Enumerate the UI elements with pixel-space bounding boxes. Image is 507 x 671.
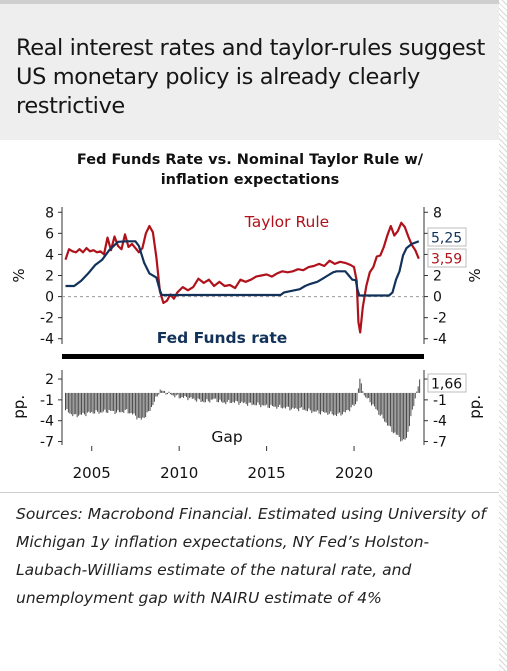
last-value-gap-box bbox=[427, 373, 467, 393]
gap-y-tick-label-left: -1 bbox=[40, 393, 54, 409]
panel-separator bbox=[62, 354, 424, 359]
y-tick-label-left: 2 bbox=[45, 269, 54, 285]
last-value-fed-funds-box bbox=[427, 227, 467, 247]
last-value-gap: 1,66 bbox=[431, 377, 462, 393]
y-axis-label-right: % bbox=[466, 268, 484, 282]
last-value-fed-funds: 5,25 bbox=[431, 231, 462, 247]
last-value-taylor-rule-box bbox=[427, 248, 467, 268]
hatch-border bbox=[499, 0, 507, 671]
chart-svg: Fed Funds Rate vs. Nominal Taylor Rule w… bbox=[10, 152, 484, 482]
y-tick-label-right: -2 bbox=[433, 311, 447, 327]
y-tick-label-left: 0 bbox=[45, 290, 54, 306]
y-tick-label-right: 2 bbox=[433, 269, 442, 285]
gap-y-axis-label-right: pp. bbox=[466, 395, 484, 419]
source-note: Sources: Macrobond Financial. Estimated … bbox=[16, 505, 486, 607]
gap-y-tick-label-left: -7 bbox=[40, 435, 54, 451]
y-tick-label-left: 8 bbox=[45, 205, 54, 221]
gap-y-tick-label-right: -7 bbox=[433, 435, 447, 451]
y-axis-label-left: % bbox=[10, 268, 28, 282]
gap-y-tick-label-left: 2 bbox=[45, 372, 54, 388]
gap-label: Gap bbox=[211, 428, 242, 446]
series-line-taylor-rule bbox=[64, 221, 420, 334]
divider bbox=[0, 492, 499, 493]
y-tick-label-right: 8 bbox=[433, 205, 442, 221]
y-tick-label-left: 6 bbox=[45, 226, 54, 242]
x-tick-label: 2010 bbox=[160, 464, 198, 482]
annotation-fed-funds: Fed Funds rate bbox=[157, 329, 288, 347]
x-tick-label: 2020 bbox=[335, 464, 373, 482]
gap-y-tick-label-right: -4 bbox=[433, 414, 447, 430]
y-tick-label-left: -4 bbox=[40, 332, 54, 348]
x-tick-label: 2015 bbox=[248, 464, 286, 482]
chart-title-line1: Fed Funds Rate vs. Nominal Taylor Rule w… bbox=[77, 152, 424, 168]
chart-area: Fed Funds Rate vs. Nominal Taylor Rule w… bbox=[0, 140, 499, 492]
headline-box: Real interest rates and taylor-rules sug… bbox=[0, 0, 499, 144]
y-tick-label-left: 4 bbox=[45, 247, 54, 263]
y-tick-label-left: -2 bbox=[40, 311, 54, 327]
x-tick-label: 2005 bbox=[73, 464, 111, 482]
annotation-taylor-rule: Taylor Rule bbox=[244, 213, 329, 231]
y-tick-label-right: -4 bbox=[433, 332, 447, 348]
chart-title-line2: inflation expectations bbox=[161, 172, 340, 188]
series-line-fed-funds bbox=[65, 240, 420, 297]
gap-y-axis-label-left: pp. bbox=[10, 395, 28, 419]
last-value-taylor-rule: 3,59 bbox=[431, 252, 462, 268]
gap-y-tick-label-left: -4 bbox=[40, 414, 54, 430]
headline: Real interest rates and taylor-rules sug… bbox=[16, 35, 485, 119]
y-tick-label-right: 0 bbox=[433, 290, 442, 306]
gap-y-tick-label-right: -1 bbox=[433, 393, 447, 409]
